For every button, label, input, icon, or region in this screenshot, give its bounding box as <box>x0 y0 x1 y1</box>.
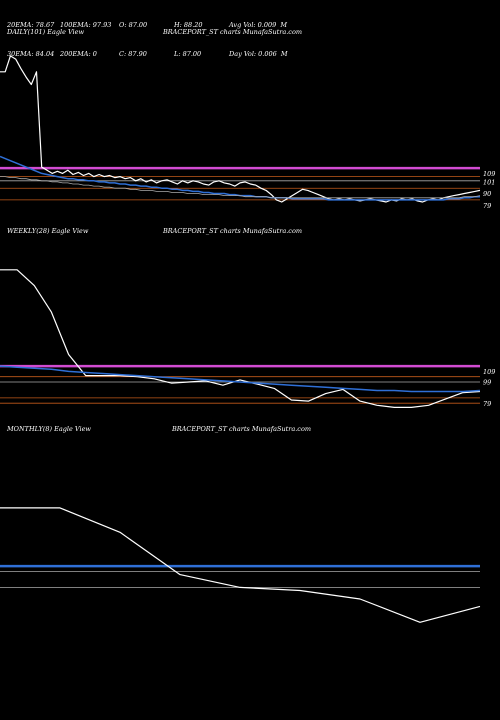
monthly-panel-watermark: BRACEPORT_ST charts MunafaSutra.com <box>172 425 312 433</box>
open-stat: O: 87.00 <box>119 21 148 29</box>
ema30-stat: 30EMA: 84.04 <box>7 49 55 58</box>
weekly-y-tick-label-0: 109 <box>483 368 495 376</box>
weekly-price-series <box>0 269 481 408</box>
daily-y-tick-label-2: 90 <box>483 190 491 198</box>
daily-ema-series <box>0 155 480 201</box>
low-stat: L: 87.00 <box>174 49 202 58</box>
ema100-stat: 100EMA: 97.93 <box>60 21 112 29</box>
high-stat: H: 88.20 <box>174 21 203 29</box>
daily-y-tick-label-1: 101 <box>483 179 495 187</box>
day-vol-stat: Day Vol: 0.006 M <box>229 49 288 58</box>
daily-panel-watermark: BRACEPORT_ST charts MunafaSutra.com <box>163 28 303 36</box>
monthly-panel-title: MONTHLY(8) Eagle View <box>7 425 91 433</box>
stats-row-1: 20EMA: 78.67 100EMA: 97.93 O: 87.00 H: 88.2… <box>7 21 288 31</box>
stats-row-2: 30EMA: 84.04 200EMA: 0 C: 87.90 L: 87.00 Day… <box>7 50 288 60</box>
daily-panel-title: DAILY(101) Eagle View <box>7 28 85 36</box>
daily-price-series <box>0 55 481 203</box>
daily-y-tick-label-0: 109 <box>483 170 495 178</box>
stats-block: 20EMA: 78.67 100EMA: 97.93 O: 87.00 H: 88.2… <box>7 2 288 69</box>
avg-vol-stat: Avg Vol: 0.009 M <box>229 21 288 29</box>
ema20-stat: 20EMA: 78.67 <box>7 21 55 29</box>
weekly-y-tick-label-2: 79 <box>483 400 491 408</box>
monthly-price-series <box>0 507 481 623</box>
ema200-stat: 200EMA: 0 <box>60 49 97 58</box>
close-stat: C: 87.90 <box>119 49 147 58</box>
weekly-y-tick-label-1: 99 <box>483 379 491 387</box>
daily-y-tick-label-3: 79 <box>483 202 491 210</box>
weekly-panel-watermark: BRACEPORT_ST charts MunafaSutra.com <box>163 227 303 235</box>
weekly-ema-series <box>0 365 481 393</box>
daily-ema2-series <box>0 176 481 199</box>
weekly-panel-title: WEEKLY(28) Eagle View <box>7 227 89 235</box>
